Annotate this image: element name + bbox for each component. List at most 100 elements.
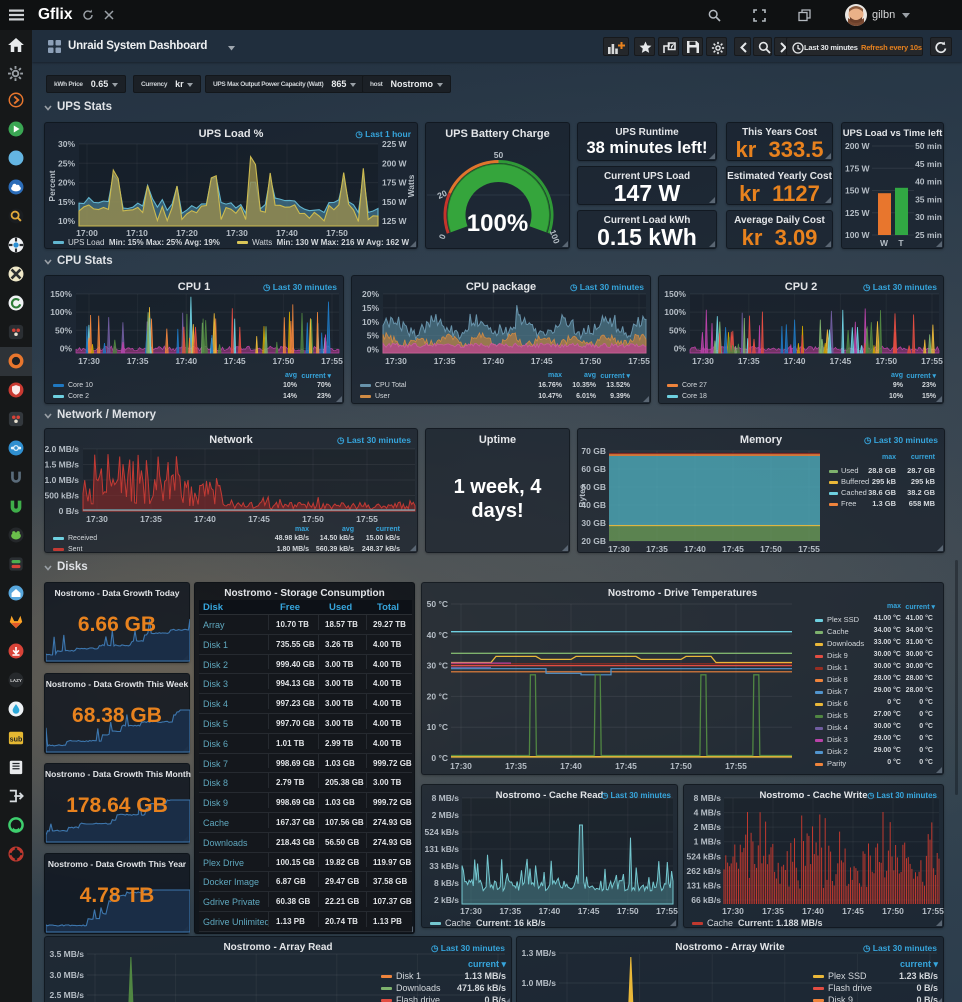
svg-text:15%: 15% xyxy=(362,303,379,313)
svg-text:40 °C: 40 °C xyxy=(427,630,448,640)
svg-text:1 MB/s: 1 MB/s xyxy=(694,837,722,847)
svg-text:40 min: 40 min xyxy=(915,177,942,187)
svg-text:17:00: 17:00 xyxy=(76,228,98,238)
svg-text:17:30: 17:30 xyxy=(692,356,714,366)
svg-text:Watts: Watts xyxy=(406,174,416,197)
svg-text:17:45: 17:45 xyxy=(224,356,246,366)
svg-text:50%: 50% xyxy=(669,325,686,335)
svg-text:17:45: 17:45 xyxy=(830,356,852,366)
svg-text:8 MB/s: 8 MB/s xyxy=(432,793,460,803)
svg-text:0 B/s: 0 B/s xyxy=(59,506,80,516)
svg-text:100: 100 xyxy=(548,228,562,245)
svg-text:125 W: 125 W xyxy=(382,216,408,226)
svg-text:125 W: 125 W xyxy=(845,208,871,218)
svg-text:17:50: 17:50 xyxy=(760,544,782,554)
svg-text:5%: 5% xyxy=(367,331,380,341)
svg-text:LAZY: LAZY xyxy=(10,678,22,683)
svg-text:70 GB: 70 GB xyxy=(581,446,606,456)
svg-text:Bytes: Bytes xyxy=(578,484,587,507)
svg-text:524 kB/s: 524 kB/s xyxy=(425,827,460,837)
svg-text:0 °C: 0 °C xyxy=(431,753,448,763)
svg-text:17:50: 17:50 xyxy=(882,906,904,916)
svg-text:3.5 MB/s: 3.5 MB/s xyxy=(50,949,85,959)
svg-text:1.3 MB/s: 1.3 MB/s xyxy=(522,948,557,958)
svg-text:17:55: 17:55 xyxy=(321,356,343,366)
svg-text:17:40: 17:40 xyxy=(684,544,706,554)
svg-text:20 °C: 20 °C xyxy=(427,691,448,701)
svg-text:17:30: 17:30 xyxy=(78,356,100,366)
svg-text:35 min: 35 min xyxy=(915,194,942,204)
svg-text:17:55: 17:55 xyxy=(356,514,378,524)
svg-text:17:35: 17:35 xyxy=(140,514,162,524)
svg-text:30 °C: 30 °C xyxy=(427,661,448,671)
svg-text:50: 50 xyxy=(494,150,504,160)
svg-text:60 GB: 60 GB xyxy=(581,464,606,474)
svg-text:17:50: 17:50 xyxy=(302,514,324,524)
svg-text:17:30: 17:30 xyxy=(226,228,248,238)
svg-text:225 W: 225 W xyxy=(382,139,408,149)
svg-text:17:45: 17:45 xyxy=(248,514,270,524)
svg-text:17:45: 17:45 xyxy=(578,906,600,916)
svg-text:1.0 MB/s: 1.0 MB/s xyxy=(522,978,557,988)
svg-text:1.0 MB/s: 1.0 MB/s xyxy=(45,475,79,485)
svg-text:2 MB/s: 2 MB/s xyxy=(432,810,460,820)
svg-text:8 MB/s: 8 MB/s xyxy=(694,793,722,803)
svg-text:17:50: 17:50 xyxy=(273,356,295,366)
svg-text:10%: 10% xyxy=(362,317,379,327)
svg-text:25%: 25% xyxy=(58,158,75,168)
svg-text:20: 20 xyxy=(436,188,449,201)
svg-text:150%: 150% xyxy=(50,289,72,299)
svg-text:17:20: 17:20 xyxy=(176,228,198,238)
svg-text:17:45: 17:45 xyxy=(722,544,744,554)
svg-text:45 min: 45 min xyxy=(915,159,942,169)
svg-text:17:10: 17:10 xyxy=(126,228,148,238)
svg-text:10 °C: 10 °C xyxy=(427,722,448,732)
svg-text:175 W: 175 W xyxy=(845,163,871,173)
svg-text:524 kB/s: 524 kB/s xyxy=(687,851,722,861)
svg-text:100 W: 100 W xyxy=(845,230,871,240)
svg-text:17:30: 17:30 xyxy=(608,544,630,554)
svg-text:131 kB/s: 131 kB/s xyxy=(425,844,460,854)
svg-text:17:50: 17:50 xyxy=(875,356,897,366)
svg-text:3.0 MB/s: 3.0 MB/s xyxy=(50,970,85,980)
svg-text:17:55: 17:55 xyxy=(921,356,943,366)
svg-text:17:45: 17:45 xyxy=(615,761,637,771)
svg-text:25 min: 25 min xyxy=(915,230,942,240)
svg-text:17:40: 17:40 xyxy=(175,356,197,366)
svg-text:17:40: 17:40 xyxy=(784,356,806,366)
svg-text:17:35: 17:35 xyxy=(738,356,760,366)
svg-text:20%: 20% xyxy=(362,289,379,299)
svg-text:2.0 MB/s: 2.0 MB/s xyxy=(45,444,79,454)
svg-text:17:30: 17:30 xyxy=(86,514,108,524)
svg-text:262 kB/s: 262 kB/s xyxy=(687,866,722,876)
svg-text:17:55: 17:55 xyxy=(656,906,678,916)
svg-text:17:30: 17:30 xyxy=(722,906,744,916)
svg-text:17:40: 17:40 xyxy=(276,228,298,238)
svg-text:15%: 15% xyxy=(58,197,75,207)
svg-text:50 min: 50 min xyxy=(915,141,942,151)
svg-text:200 W: 200 W xyxy=(382,158,408,168)
svg-text:20%: 20% xyxy=(58,178,75,188)
svg-text:17:30: 17:30 xyxy=(460,906,482,916)
svg-text:150%: 150% xyxy=(664,289,686,299)
svg-text:175 W: 175 W xyxy=(382,178,408,188)
svg-text:30 min: 30 min xyxy=(915,212,942,222)
svg-text:17:35: 17:35 xyxy=(646,544,668,554)
svg-text:2 kB/s: 2 kB/s xyxy=(434,895,459,905)
svg-text:0%: 0% xyxy=(674,343,687,353)
svg-text:17:30: 17:30 xyxy=(450,761,472,771)
svg-text:17:50: 17:50 xyxy=(580,356,602,366)
svg-text:150 W: 150 W xyxy=(382,197,408,207)
svg-text:500 kB/s: 500 kB/s xyxy=(45,491,79,501)
svg-text:17:35: 17:35 xyxy=(434,356,456,366)
svg-text:sub: sub xyxy=(10,736,23,744)
svg-text:30%: 30% xyxy=(58,139,75,149)
svg-text:1.5 MB/s: 1.5 MB/s xyxy=(45,460,79,470)
svg-text:17:40: 17:40 xyxy=(194,514,216,524)
svg-text:17:55: 17:55 xyxy=(628,356,650,366)
svg-text:50 GB: 50 GB xyxy=(581,482,606,492)
svg-text:20 GB: 20 GB xyxy=(581,536,606,546)
svg-text:4 MB/s: 4 MB/s xyxy=(694,808,722,818)
svg-text:17:50: 17:50 xyxy=(670,761,692,771)
svg-text:8 kB/s: 8 kB/s xyxy=(434,878,459,888)
